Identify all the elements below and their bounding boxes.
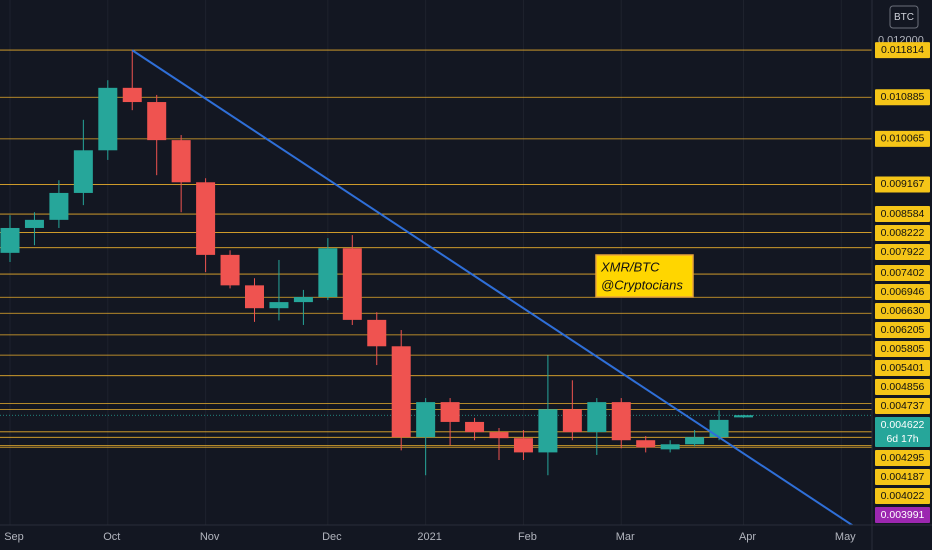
price-label: 0.008222: [881, 227, 925, 239]
price-label-bg: [875, 507, 930, 523]
annotation-box: XMR/BTC @Cryptocians: [595, 254, 694, 298]
candle-body: [685, 437, 705, 445]
price-label-bg: [875, 398, 930, 414]
candle-body: [465, 421, 485, 433]
symbol-badge: [889, 5, 919, 29]
candle-body: [245, 285, 264, 309]
candle-body: [318, 248, 338, 298]
x-tick-label: Feb: [518, 531, 537, 543]
price-label: 0.004022: [881, 490, 925, 502]
price-label-bg: [875, 42, 930, 59]
price-label: 0.006630: [881, 305, 925, 317]
candle-body: [562, 409, 582, 433]
price-label-bg: [875, 176, 930, 193]
time-axis: [0, 525, 932, 550]
candle-body: [220, 254, 240, 286]
price-label-bg: [875, 360, 930, 376]
candle-body: [147, 102, 167, 141]
price-label: 0.004295: [881, 452, 925, 464]
candle-body: [171, 140, 191, 183]
price-label-bg: [875, 450, 930, 466]
price-label: 0.010065: [881, 133, 925, 145]
candle-body: [367, 319, 387, 347]
price-label: 0.006946: [881, 286, 925, 298]
price-label-bg: [875, 130, 930, 147]
price-label: 0.008584: [881, 208, 925, 220]
axis-labels: Sep Oct Nov Dec 2021 Feb Mar Apr May0.0120000.01…: [4, 35, 930, 543]
price-label-bg: [875, 469, 930, 485]
price-label-bg: [875, 417, 930, 447]
price-label-bg: [875, 206, 930, 223]
candle-body: [342, 248, 362, 320]
price-label-bg: [875, 488, 930, 504]
price-label-bg: [875, 303, 930, 319]
candle-body: [440, 402, 460, 422]
candle-body: [416, 402, 436, 438]
candles: [0, 50, 753, 476]
price-label: 0.009167: [881, 178, 925, 190]
x-tick-label: 2021: [417, 531, 441, 543]
price-label-bg: [875, 89, 930, 106]
price-label: 0.005401: [881, 362, 925, 374]
levels: [0, 49, 872, 448]
candle-body: [98, 87, 118, 151]
price-label: 0.004187: [881, 471, 925, 483]
price-label-bg: [875, 284, 930, 300]
x-tick-label: May: [835, 531, 856, 543]
candle-body: [73, 150, 93, 193]
x-tick-label: Dec: [322, 531, 342, 543]
candle-body: [611, 402, 631, 441]
annotation-bg: [595, 254, 694, 298]
candle-body: [709, 419, 729, 438]
x-tick-label: Sep: [4, 531, 24, 543]
candle-body: [538, 409, 558, 453]
x-tick-label: Mar: [616, 531, 635, 543]
x-tick-label: Oct: [103, 531, 120, 543]
candle-body: [660, 444, 680, 450]
price-label-bg: [875, 225, 930, 242]
candle-body: [24, 219, 44, 228]
candle-body: [489, 432, 509, 439]
candle-body: [49, 192, 69, 220]
candle-body: [196, 182, 216, 255]
symbol-badge-text: BTC: [894, 12, 914, 23]
candle-body: [513, 438, 533, 453]
price-label: 0.006205: [881, 324, 925, 336]
price-label: 6d 17h: [886, 433, 918, 445]
price-label: 0.010885: [881, 91, 925, 103]
annotation-line: @Cryptocians: [601, 277, 683, 292]
candle-body: [293, 297, 313, 303]
price-label: 0.007402: [881, 267, 925, 279]
candle-body: [734, 415, 753, 418]
x-tick-label: Nov: [200, 531, 220, 543]
price-label: 0.004737: [881, 400, 925, 412]
candle-body: [122, 87, 142, 103]
trend: [131, 49, 873, 539]
candle-body: [636, 440, 656, 448]
price-label: 0.004856: [881, 381, 925, 393]
candle-body: [269, 302, 289, 309]
price-label-bg: [875, 341, 930, 357]
price-label: 0.011814: [881, 44, 924, 56]
candle-body: [0, 227, 20, 253]
candle-body: [391, 346, 411, 438]
price-label: 0.005805: [881, 343, 925, 355]
price-label-bg: [875, 244, 930, 261]
price-label: 0.003991: [881, 509, 925, 521]
price-label-bg: [875, 322, 930, 338]
price-label: 0.004622: [881, 419, 925, 431]
price-label-bg: [875, 265, 930, 281]
price-label-bg: [875, 379, 930, 395]
price-label: 0.007922: [881, 246, 925, 258]
candle-body: [587, 402, 607, 433]
annotation-line: XMR/BTC: [600, 259, 660, 274]
x-tick-label: Apr: [739, 531, 756, 543]
trendline: [131, 49, 873, 539]
